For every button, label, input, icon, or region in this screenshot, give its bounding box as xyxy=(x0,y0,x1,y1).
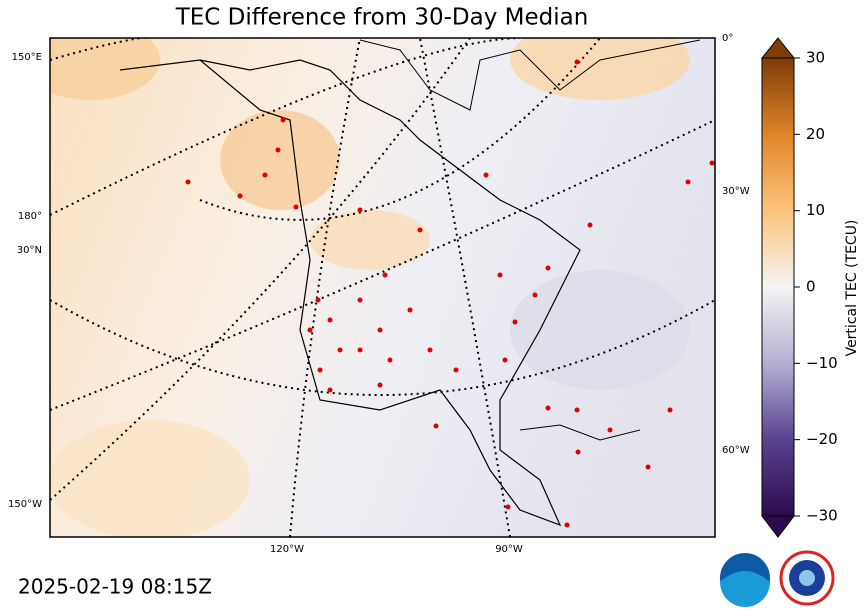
graticule-label: 180° xyxy=(18,211,42,222)
colorbar-tick-label: −20 xyxy=(806,430,838,448)
map-frame xyxy=(49,37,716,538)
graticule-label: 150°E xyxy=(12,52,42,63)
noaa-logo xyxy=(720,553,770,607)
graticule-label: 90°W xyxy=(495,544,523,555)
colorbar-label: Vertical TEC (TECU) xyxy=(844,220,860,357)
colorbar-tick-label: 30 xyxy=(806,49,825,67)
graticule-label: 0° xyxy=(722,33,733,44)
colorbar-tick-label: 10 xyxy=(806,201,825,219)
title: TEC Difference from 30-Day Median xyxy=(175,5,589,31)
graticule-label: 120°W xyxy=(270,544,304,555)
timestamp: 2025-02-19 08:15Z xyxy=(18,575,212,599)
graticule-label: 30°N xyxy=(17,245,42,256)
colorbar-tick-label: 0 xyxy=(806,278,816,296)
colorbar-tick-label: −30 xyxy=(806,507,838,525)
graticule-label: 60°W xyxy=(722,445,750,456)
colorbar-tick-label: −10 xyxy=(806,354,838,372)
colorbar xyxy=(760,37,796,538)
map xyxy=(50,38,715,537)
colorbar-tick-label: 20 xyxy=(806,125,825,143)
graticule-label: 30°W xyxy=(722,186,750,197)
nws-logo xyxy=(779,550,835,606)
graticule-label: 150°W xyxy=(8,499,42,510)
